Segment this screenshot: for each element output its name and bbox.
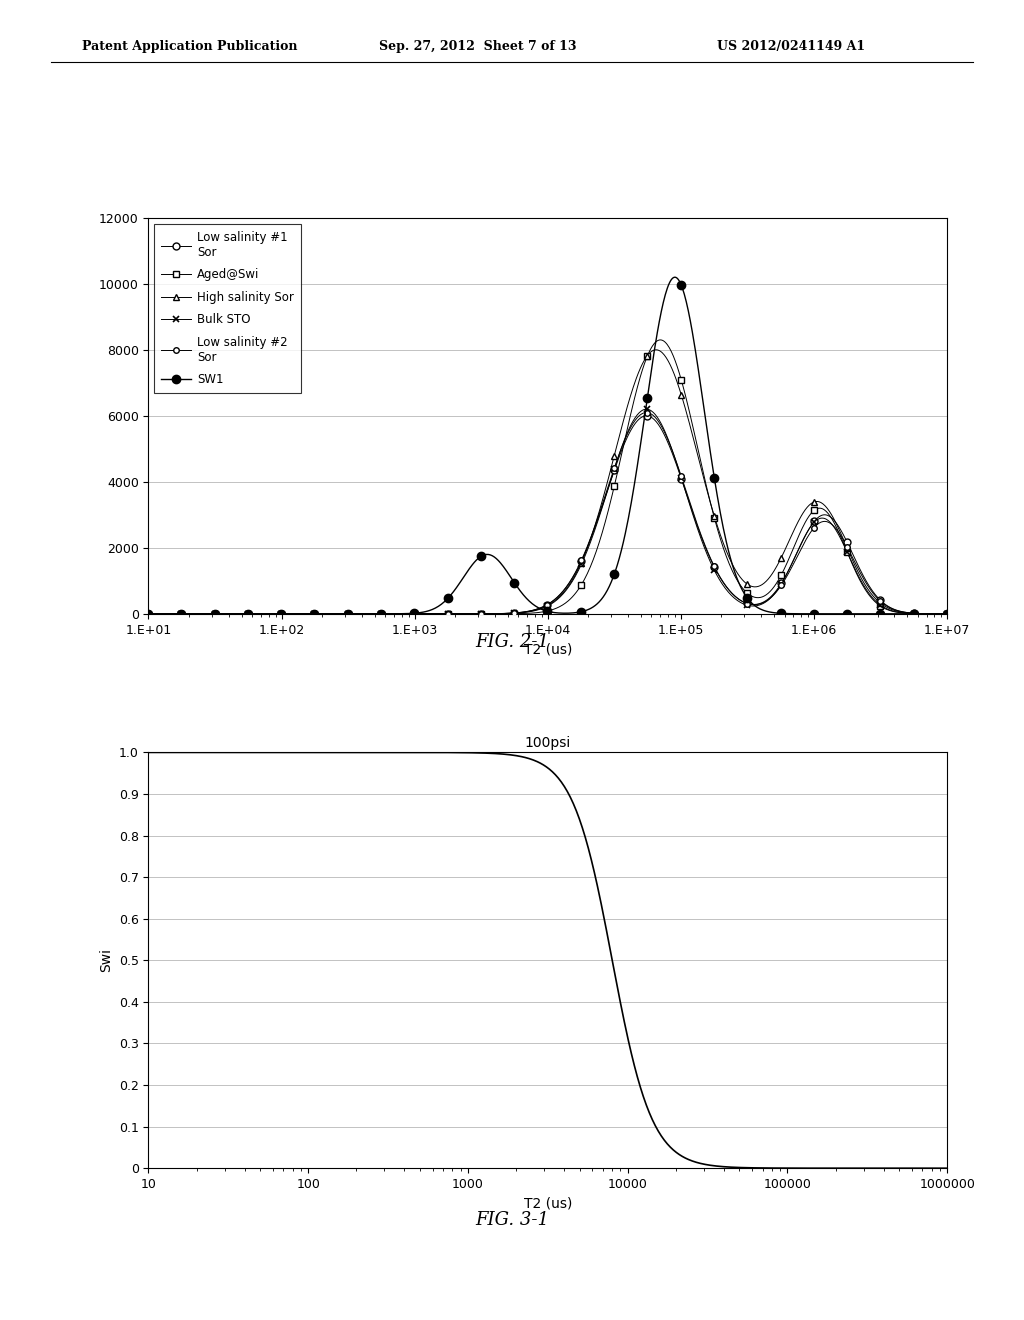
Text: FIG. 2-1: FIG. 2-1	[475, 632, 549, 651]
Title: 100psi: 100psi	[524, 735, 571, 750]
Text: Sep. 27, 2012  Sheet 7 of 13: Sep. 27, 2012 Sheet 7 of 13	[379, 40, 577, 53]
Legend: Low salinity #1
Sor, Aged@Swi, High salinity Sor, Bulk STO, Low salinity #2
Sor,: Low salinity #1 Sor, Aged@Swi, High sali…	[155, 223, 301, 393]
Text: US 2012/0241149 A1: US 2012/0241149 A1	[717, 40, 865, 53]
Text: FIG. 3-1: FIG. 3-1	[475, 1210, 549, 1229]
X-axis label: T2 (us): T2 (us)	[523, 642, 572, 656]
Y-axis label: Swi: Swi	[99, 948, 114, 973]
Text: Patent Application Publication: Patent Application Publication	[82, 40, 297, 53]
X-axis label: T2 (us): T2 (us)	[523, 1196, 572, 1210]
